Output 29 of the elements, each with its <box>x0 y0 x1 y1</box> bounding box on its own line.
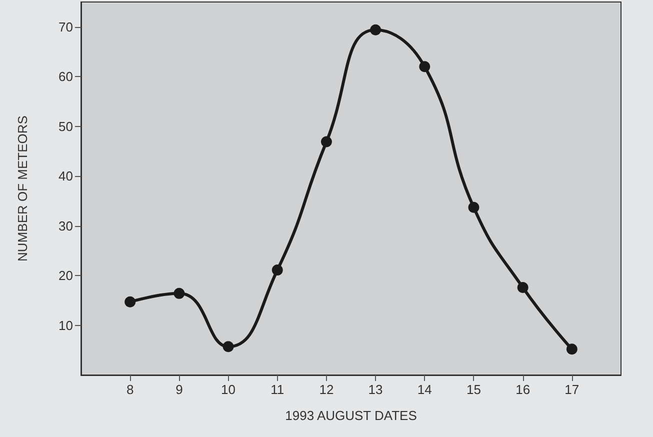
x-tick-label: 10 <box>221 382 236 397</box>
x-tick-label: 12 <box>319 382 334 397</box>
point <box>370 24 382 36</box>
point <box>222 341 234 352</box>
y-tick-label: 10 <box>58 318 73 333</box>
x-tick-label: 9 <box>176 382 183 397</box>
point <box>320 136 332 148</box>
x-tick-label: 15 <box>466 382 481 397</box>
x-tick-label: 16 <box>516 382 530 397</box>
point <box>468 202 480 213</box>
x-tick-label: 8 <box>126 382 134 397</box>
point <box>124 296 136 308</box>
y-tick-label: 40 <box>58 168 73 184</box>
x-tick-label: 13 <box>368 382 383 397</box>
y-tick-label: 50 <box>58 118 73 134</box>
x-tick-label: 17 <box>564 382 580 397</box>
y-tick-label: 70 <box>58 19 73 34</box>
y-tick-label: 30 <box>58 218 73 234</box>
point <box>566 344 578 355</box>
x-tick-label: 11 <box>270 382 284 397</box>
y-tick-label: 60 <box>58 69 73 84</box>
point <box>174 288 185 299</box>
point <box>272 264 283 276</box>
x-axis-title: 1993 AUGUST DATES <box>285 408 418 423</box>
x-tick-label: 14 <box>417 382 432 397</box>
y-tick-label: 20 <box>58 268 73 284</box>
point <box>419 61 430 72</box>
point <box>517 282 528 293</box>
y-axis-title: NUMBER OF METEORS <box>15 115 30 262</box>
